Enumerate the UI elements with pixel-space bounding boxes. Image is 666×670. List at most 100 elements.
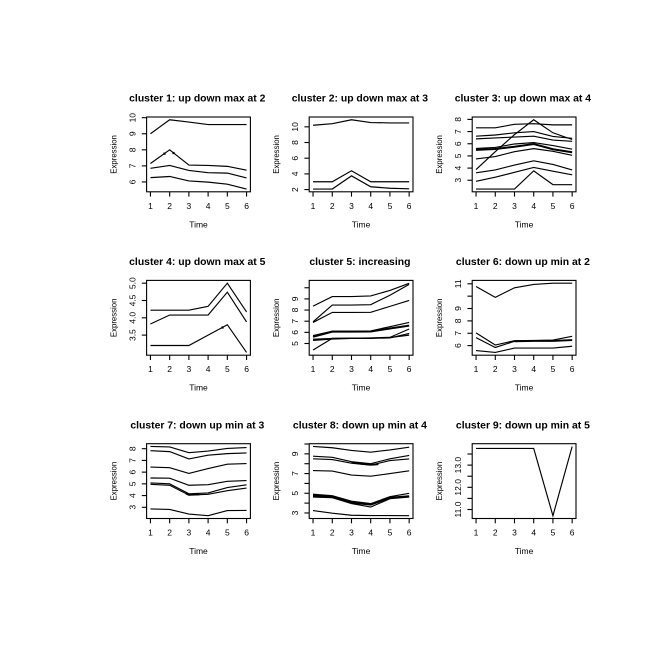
svg-text:4: 4 (368, 364, 373, 374)
svg-text:Expression: Expression (110, 462, 119, 501)
svg-text:10: 10 (290, 122, 300, 132)
svg-text:5.0: 5.0 (128, 277, 138, 289)
svg-text:4: 4 (368, 201, 373, 211)
svg-text:6: 6 (244, 528, 249, 538)
svg-text:4: 4 (206, 528, 211, 538)
svg-text:5: 5 (225, 201, 230, 211)
svg-text:Time: Time (515, 383, 534, 393)
svg-text:7: 7 (453, 129, 463, 134)
svg-text:5: 5 (290, 341, 300, 346)
svg-text:Time: Time (352, 546, 371, 556)
svg-text:6: 6 (407, 364, 412, 374)
svg-text:2: 2 (167, 364, 172, 374)
svg-text:7: 7 (128, 458, 138, 463)
svg-text:4: 4 (290, 171, 300, 176)
svg-text:7: 7 (290, 319, 300, 324)
svg-text:3: 3 (349, 364, 354, 374)
svg-text:Expression: Expression (272, 462, 281, 501)
svg-text:Expression: Expression (435, 135, 444, 174)
svg-text:4: 4 (128, 493, 138, 498)
svg-text:3: 3 (349, 201, 354, 211)
svg-text:4: 4 (531, 364, 536, 374)
svg-text:6: 6 (128, 469, 138, 474)
svg-text:cluster 3: up down max at 4: cluster 3: up down max at 4 (455, 94, 591, 105)
svg-text:6: 6 (244, 364, 249, 374)
svg-text:2: 2 (330, 528, 335, 538)
svg-text:8: 8 (128, 446, 138, 451)
svg-text:3: 3 (290, 510, 300, 515)
svg-text:Time: Time (515, 219, 534, 229)
svg-text:1: 1 (474, 364, 479, 374)
svg-text:3: 3 (453, 178, 463, 183)
svg-text:7: 7 (128, 163, 138, 168)
svg-text:5: 5 (290, 491, 300, 496)
svg-text:12.0: 12.0 (453, 479, 463, 496)
svg-text:6: 6 (570, 201, 575, 211)
svg-text:6: 6 (244, 201, 249, 211)
svg-text:5: 5 (551, 201, 556, 211)
svg-text:2: 2 (493, 528, 498, 538)
svg-text:1: 1 (474, 201, 479, 211)
svg-text:Time: Time (189, 383, 208, 393)
svg-text:2: 2 (290, 187, 300, 192)
svg-text:6: 6 (407, 201, 412, 211)
svg-text:5: 5 (388, 528, 393, 538)
svg-text:6: 6 (570, 364, 575, 374)
svg-text:1: 1 (474, 528, 479, 538)
svg-text:6: 6 (407, 528, 412, 538)
svg-text:5: 5 (388, 364, 393, 374)
svg-text:9: 9 (453, 306, 463, 311)
svg-text:4: 4 (531, 528, 536, 538)
svg-text:7: 7 (290, 471, 300, 476)
svg-text:1: 1 (148, 201, 153, 211)
svg-text:cluster 1: up down max at 2: cluster 1: up down max at 2 (129, 94, 265, 105)
svg-text:Time: Time (189, 546, 208, 556)
svg-text:2: 2 (493, 201, 498, 211)
svg-text:4: 4 (206, 364, 211, 374)
svg-text:7: 7 (453, 331, 463, 336)
svg-text:3.5: 3.5 (128, 329, 138, 341)
svg-text:Expression: Expression (272, 299, 281, 338)
svg-text:3: 3 (512, 528, 517, 538)
svg-text:8: 8 (453, 318, 463, 323)
svg-text:5: 5 (453, 153, 463, 158)
svg-text:6: 6 (453, 141, 463, 146)
svg-text:5: 5 (388, 201, 393, 211)
svg-text:5: 5 (225, 364, 230, 374)
svg-text:11: 11 (453, 279, 463, 288)
svg-text:cluster 6: down up min at 2: cluster 6: down up min at 2 (456, 257, 590, 268)
svg-text:4: 4 (453, 165, 463, 170)
svg-text:3: 3 (187, 201, 192, 211)
svg-text:8: 8 (128, 147, 138, 152)
svg-text:1: 1 (148, 364, 153, 374)
svg-text:6: 6 (453, 343, 463, 348)
svg-text:cluster 9: down up min at 5: cluster 9: down up min at 5 (456, 420, 590, 431)
svg-text:Expression: Expression (272, 135, 281, 174)
svg-text:Time: Time (352, 219, 371, 229)
svg-text:3: 3 (128, 505, 138, 510)
svg-text:2: 2 (330, 201, 335, 211)
svg-text:cluster 8: down up min at 4: cluster 8: down up min at 4 (293, 420, 427, 431)
svg-text:4: 4 (368, 528, 373, 538)
svg-text:9: 9 (290, 296, 300, 301)
svg-text:2: 2 (167, 528, 172, 538)
svg-text:1: 1 (311, 201, 316, 211)
svg-text:3: 3 (349, 528, 354, 538)
svg-text:Expression: Expression (435, 299, 444, 338)
svg-text:4.5: 4.5 (128, 294, 138, 306)
svg-text:Expression: Expression (110, 299, 119, 338)
svg-text:Time: Time (189, 219, 208, 229)
svg-text:cluster 2: up down max at 3: cluster 2: up down max at 3 (292, 94, 428, 105)
svg-text:3: 3 (512, 201, 517, 211)
svg-text:6: 6 (570, 528, 575, 538)
svg-text:3: 3 (187, 364, 192, 374)
svg-text:5: 5 (225, 528, 230, 538)
svg-text:1: 1 (311, 364, 316, 374)
svg-text:6: 6 (128, 179, 138, 184)
svg-text:cluster 4: up down max at 5: cluster 4: up down max at 5 (129, 257, 265, 268)
svg-text:Expression: Expression (110, 135, 119, 174)
svg-text:2: 2 (493, 364, 498, 374)
svg-text:1: 1 (148, 528, 153, 538)
svg-text:8: 8 (290, 140, 300, 145)
svg-text:11.0: 11.0 (453, 501, 463, 517)
